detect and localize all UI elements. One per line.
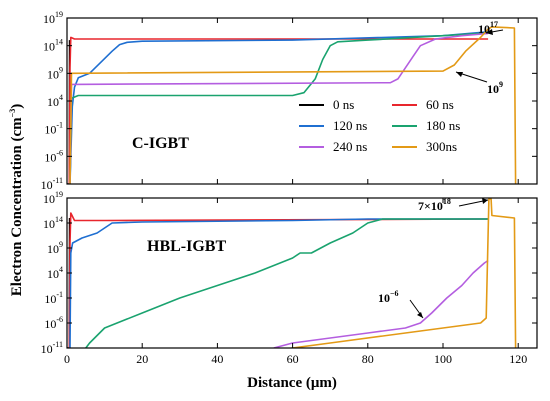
panel-label-hbl-igbt: HBL-IGBT xyxy=(147,238,226,255)
legend-label-240ns: 240 ns xyxy=(333,139,367,154)
annotation-c-igbt-peak-exp: 17 xyxy=(490,20,498,29)
y-tick-label: 1014 xyxy=(43,38,63,54)
y-tick-label: 1019 xyxy=(43,10,63,26)
annotation-hbl-igbt-peak-base: 7×10 xyxy=(418,199,443,213)
annotation-c-igbt-low-exp: 9 xyxy=(499,80,503,89)
x-tick-label: 100 xyxy=(434,352,452,366)
x-tick-label: 0 xyxy=(64,352,70,366)
x-axis-label: Distance (μm) xyxy=(247,375,337,391)
arrowhead-hbl-igbt-peak xyxy=(482,198,488,204)
annotation-c-igbt-peak-base: 10 xyxy=(478,22,490,36)
legend-label-60ns: 60 ns xyxy=(426,97,454,112)
panel-label-c-igbt: C-IGBT xyxy=(132,135,189,152)
y-tick-label: 10-11 xyxy=(41,176,63,192)
x-tick-label: 40 xyxy=(211,352,223,366)
series-line-180ns-panel-0 xyxy=(69,32,489,184)
series-line-240ns-panel-0 xyxy=(69,32,489,184)
series-line-300ns-panel-1 xyxy=(286,198,517,348)
panel-1: 10-11 10-6 10-1 104 109 1014 1019 0 20 40 60 80 100 1… xyxy=(41,190,538,366)
y-tick-label: 104 xyxy=(47,265,63,281)
y-tick-label: 1014 xyxy=(43,215,63,231)
y-tick-label: 10-6 xyxy=(44,148,63,164)
annotation-hbl-igbt-peak-exp: 18 xyxy=(443,197,451,206)
y-axis-label-text: Electron Concentration (cm xyxy=(9,117,25,296)
y-tick-label: 10-1 xyxy=(44,121,63,137)
annotation-hbl-igbt-low-base: 10 xyxy=(378,291,390,305)
annotation-hbl-igbt-low: 10−6 xyxy=(378,289,399,305)
arrow-heads xyxy=(417,29,493,318)
annotation-c-igbt-low-base: 10 xyxy=(487,82,499,96)
annotation-c-igbt-low: 109 xyxy=(487,80,503,96)
x-tick-label: 60 xyxy=(287,352,299,366)
arrowhead-c-igbt-peak xyxy=(486,29,493,35)
x-tick-label: 120 xyxy=(509,352,527,366)
x-tick-label: 20 xyxy=(136,352,148,366)
annotation-c-igbt-peak: 1017 xyxy=(478,20,498,36)
series-line-60ns-panel-1 xyxy=(68,212,489,348)
plot-frame-0 xyxy=(66,17,538,185)
y-tick-label: 10-1 xyxy=(44,290,63,306)
y-axis-label: Electron Concentration (cm−3) xyxy=(8,104,25,296)
series-line-60ns-panel-0 xyxy=(68,36,489,184)
annotation-hbl-igbt-low-exp: −6 xyxy=(390,289,399,298)
series-line-240ns-panel-1 xyxy=(273,259,489,348)
y-tick-label: 10-6 xyxy=(44,315,63,331)
y-tick-label: 1019 xyxy=(43,190,63,206)
legend-label-0ns: 0 ns xyxy=(333,97,354,112)
annotation-hbl-igbt-peak: 7×1018 xyxy=(418,197,451,213)
chart-panels: 10-1110-610-11041091014101910-1110-610-1… xyxy=(41,10,538,366)
series-line-300ns-panel-0 xyxy=(69,26,517,184)
legend-label-180ns: 180 ns xyxy=(426,118,460,133)
series-line-120ns-panel-1 xyxy=(69,218,489,348)
legend: 0 ns 60 ns 120 ns 180 ns 240 ns 300ns xyxy=(299,97,460,154)
series-group-1 xyxy=(67,198,517,348)
arrowhead-c-igbt-low xyxy=(456,72,463,77)
annotation-arrows xyxy=(409,29,504,319)
arrowhead-hbl-igbt-low xyxy=(417,312,423,318)
series-line-120ns-panel-0 xyxy=(69,31,489,184)
y-axis-label-close: ) xyxy=(9,104,25,109)
legend-label-120ns: 120 ns xyxy=(333,118,367,133)
x-tick-label: 80 xyxy=(362,352,374,366)
y-tick-label: 109 xyxy=(47,65,63,81)
y-tick-label: 109 xyxy=(47,240,63,256)
y-axis-label-exp: −3 xyxy=(8,109,17,118)
series-group-0 xyxy=(67,26,517,184)
series-line-180ns-panel-1 xyxy=(85,218,489,348)
y-tick-label: 10-11 xyxy=(41,340,63,356)
legend-label-300ns: 300ns xyxy=(426,139,457,154)
y-tick-label: 104 xyxy=(47,93,63,109)
